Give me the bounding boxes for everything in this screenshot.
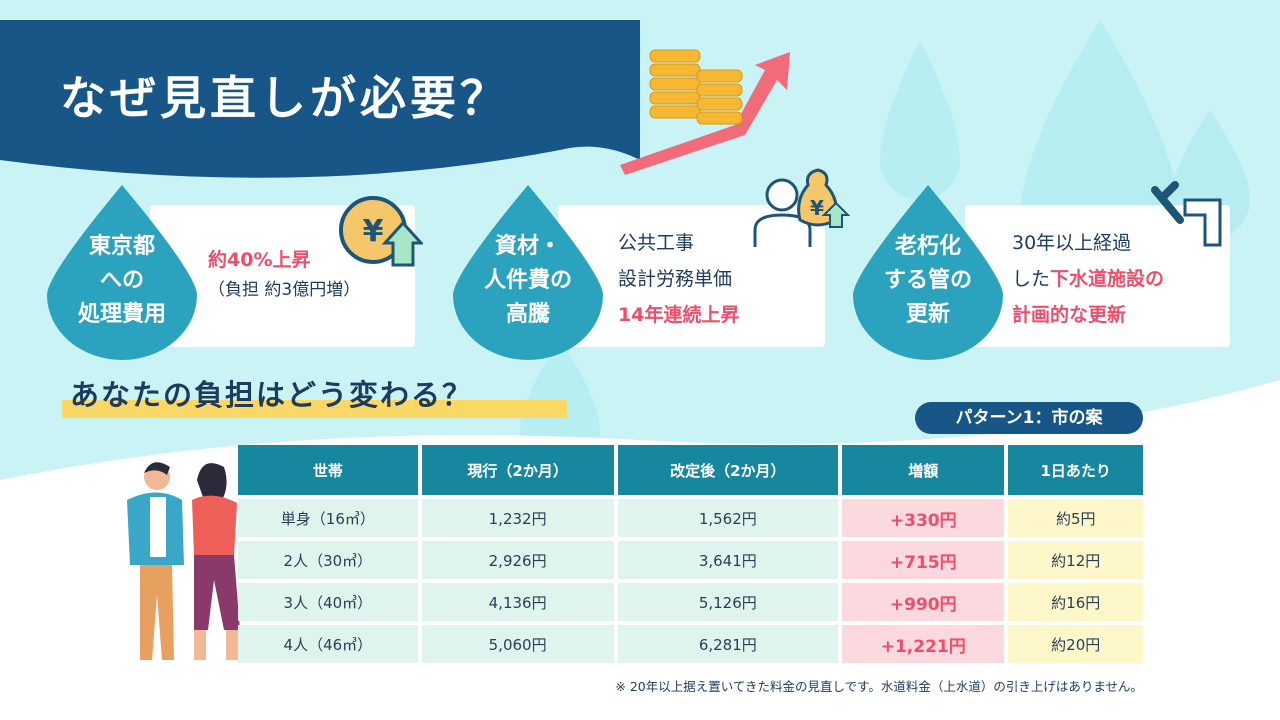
- table-cell: +330円: [842, 499, 1005, 537]
- table-cell: 約20円: [1008, 625, 1143, 663]
- drop-line: 人件費の: [483, 268, 572, 293]
- drop-line: 更新: [905, 302, 950, 327]
- person-money-bag-icon: ¥: [753, 168, 850, 247]
- reason-3-highlight: 下水道施設の: [1050, 268, 1165, 290]
- drop-line: 高騰: [505, 302, 550, 327]
- coins-arrow-icon: [620, 49, 790, 175]
- table-cell: 6,281円: [617, 625, 839, 663]
- couple-illustration: [127, 462, 240, 660]
- table-cell: 1,562円: [617, 499, 839, 537]
- title-banner: [0, 20, 640, 178]
- table-row: 3人（40㎥） 4,136円 5,126円 +990円 約16円: [238, 583, 1143, 621]
- table-cell: 5,060円: [421, 625, 614, 663]
- reason-2-line: 設計労務単価: [618, 268, 733, 290]
- table-cell: 3人（40㎥）: [238, 583, 418, 621]
- reason-3-highlight: 計画的な更新: [1012, 304, 1127, 326]
- table-cell: 単身（16㎥）: [238, 499, 418, 537]
- reason-drop-2: 資材・ 人件費の 高騰: [453, 185, 603, 360]
- col-per-day: 1日あたり: [1008, 445, 1143, 495]
- table-cell: 4,136円: [421, 583, 614, 621]
- footnote: ※ 20年以上据え置いてきた料金の見直しです。水道料金（上水道）の引き上げはあり…: [615, 679, 1143, 694]
- title-highlight: [62, 400, 567, 418]
- page-title: なぜ見直しが必要？: [60, 71, 510, 125]
- table-cell: 2人（30㎥）: [238, 541, 418, 579]
- col-increase: 増額: [842, 445, 1005, 495]
- reason-1-highlight: 約40%上昇: [208, 249, 311, 271]
- table-row: 2人（30㎥） 2,926円 3,641円 +715円 約12円: [238, 541, 1143, 579]
- yen-coin-up-icon: ¥: [339, 196, 423, 267]
- reason-card-3: [965, 205, 1230, 347]
- svg-text:¥: ¥: [363, 214, 384, 249]
- reason-2-line: 公共工事: [618, 232, 695, 254]
- drop-line: する管の: [883, 268, 972, 293]
- table-header-row: 世帯 現行（2か月） 改定後（2か月） 増額 1日あたり: [238, 445, 1143, 495]
- reason-3-line: した: [1012, 268, 1051, 290]
- col-current: 現行（2か月）: [421, 445, 614, 495]
- table-cell: +1,221円: [842, 625, 1005, 663]
- wrench-pipe-icon: [1151, 181, 1222, 247]
- col-revised: 改定後（2か月）: [617, 445, 839, 495]
- drop-line: 資材・: [494, 234, 561, 259]
- drop-line: への: [99, 268, 144, 293]
- table-cell: 2,926円: [421, 541, 614, 579]
- table-cell: 4人（46㎥）: [238, 625, 418, 663]
- drop-line: 処理費用: [77, 302, 166, 327]
- section-title: あなたの負担はどう変わる？: [70, 378, 474, 412]
- svg-text:¥: ¥: [810, 196, 824, 220]
- col-household: 世帯: [238, 445, 418, 495]
- reason-drop-1: 東京都 への 処理費用: [47, 185, 197, 360]
- table-cell: 3,641円: [617, 541, 839, 579]
- table-cell: +715円: [842, 541, 1005, 579]
- table-cell: 1,232円: [421, 499, 614, 537]
- fee-table: 世帯 現行（2か月） 改定後（2か月） 増額 1日あたり 単身（16㎥） 1,23…: [234, 441, 1147, 667]
- table-cell: +990円: [842, 583, 1005, 621]
- reason-2-highlight: 14年連続上昇: [618, 304, 740, 326]
- table-cell: 約5円: [1008, 499, 1143, 537]
- reason-1-detail: （負担 約3億円増）: [208, 280, 361, 300]
- drop-line: 老朽化: [894, 234, 961, 259]
- drop-line: 東京都: [88, 234, 155, 259]
- table-cell: 約16円: [1008, 583, 1143, 621]
- table-row: 単身（16㎥） 1,232円 1,562円 +330円 約5円: [238, 499, 1143, 537]
- pattern-badge: パターン1：市の案: [915, 402, 1143, 434]
- table-row: 4人（46㎥） 5,060円 6,281円 +1,221円 約20円: [238, 625, 1143, 663]
- reason-drop-3: 老朽化 する管の 更新: [853, 185, 1003, 360]
- table-cell: 約12円: [1008, 541, 1143, 579]
- table-cell: 5,126円: [617, 583, 839, 621]
- reason-3-line: 30年以上経過: [1012, 232, 1132, 254]
